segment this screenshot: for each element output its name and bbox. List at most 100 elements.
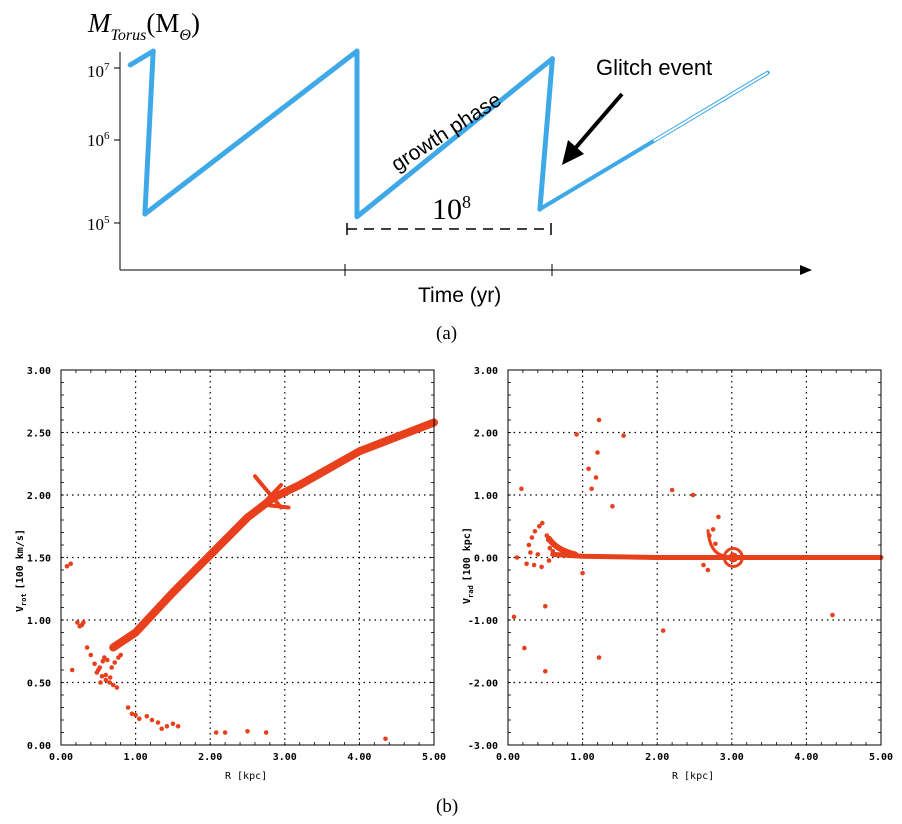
scatter-point [580, 570, 585, 576]
scatter-point [535, 552, 541, 557]
scatter-point [528, 550, 533, 555]
scatter-point [97, 665, 103, 670]
panel-b-vrad-frame [507, 369, 882, 746]
y-tick-label: 1.00 [474, 491, 498, 502]
panel-a-ytick-label-7: 107 [87, 61, 110, 81]
scatter-point [107, 675, 113, 680]
scatter-point [660, 628, 666, 633]
scatter-point [137, 716, 142, 722]
x-tick-label: 4.00 [347, 752, 371, 763]
x-tick-label: 3.00 [273, 752, 297, 763]
y-tick-label: 1.00 [27, 616, 51, 627]
scatter-point [105, 657, 110, 663]
scatter-point [716, 514, 721, 520]
torus-mass-segment [127, 48, 156, 68]
scatter-point [118, 652, 123, 658]
scatter-point [69, 667, 75, 673]
inner-cluster [546, 535, 579, 558]
x-tick-label: 0.00 [496, 752, 520, 763]
panel-a-x-axis-title: Time (yr) [418, 284, 501, 307]
panel-b-vrot-frame [60, 369, 435, 746]
scatter-point [669, 487, 675, 493]
scatter-point [94, 670, 100, 675]
dense-point-branch [109, 418, 438, 652]
panel-a-x-axis-arrow [800, 265, 812, 275]
x-tick-label: 1.00 [124, 752, 148, 763]
scatter-point [129, 711, 135, 717]
scatter-point [103, 672, 109, 678]
scatter-point [532, 529, 538, 534]
panel-a-y-axis-title: MTorus(MΘ) [87, 8, 200, 44]
scatter-point [586, 466, 591, 472]
x-tick-label: 2.00 [645, 752, 669, 763]
torus-mass-segment [537, 56, 555, 212]
scatter-point [595, 450, 600, 455]
panel-b-vrad-points [511, 417, 884, 674]
scatter-point [110, 682, 116, 688]
panel-b-vrot-tick-labels: 0.00 1.00 2.00 3.00 4.00 5.00 0.00 0.50 1.00 1.50… [27, 366, 446, 763]
scatter-point [543, 604, 548, 609]
scatter-point [79, 622, 85, 628]
panel-a-ytick-label-5: 105 [87, 214, 110, 234]
scatter-point [245, 729, 250, 734]
torus-mass-segment [142, 48, 156, 217]
x-tick-label: 3.00 [720, 752, 744, 763]
y-tick-label: -2.00 [468, 679, 498, 690]
crossing-feature [252, 474, 284, 510]
scatter-point [383, 736, 388, 742]
scatter-point [540, 520, 545, 526]
scatter-point [621, 433, 626, 438]
x-tick-label: 2.00 [198, 752, 222, 763]
scatter-point [526, 542, 532, 548]
scatter-point [75, 620, 80, 625]
scatter-point [519, 486, 524, 492]
scatter-point [155, 720, 161, 725]
panel-b-vrot-y-axis-title: Vrot[100 km/s] [15, 529, 28, 612]
scatter-point [170, 721, 176, 727]
panel-a-torus-mass-series [127, 48, 770, 220]
crossing-feature [252, 483, 284, 515]
scatter-point [222, 730, 228, 735]
panel-b-vrad-chart: 0.00 1.00 2.00 3.00 4.00 5.00 -3.00 -2.00 -1.00 0… [462, 366, 893, 782]
scatter-point [550, 549, 556, 554]
scatter-point [103, 677, 109, 683]
ring-feature-core [728, 552, 739, 563]
panel-b-vrad-x-axis-title: R [kpc] [672, 771, 714, 782]
scatter-point [546, 558, 552, 563]
scatter-point [593, 475, 599, 480]
y-tick-label: 3.00 [27, 366, 51, 377]
scatter-point [107, 680, 112, 685]
dense-point-branch [550, 551, 884, 560]
y-tick-label: 0.00 [474, 554, 498, 565]
scatter-point [529, 535, 535, 540]
scatter-point [701, 562, 706, 568]
panel-a-ytick-label-6: 106 [87, 130, 110, 150]
x-tick-label: 5.00 [422, 752, 446, 763]
y-tick-label: -1.00 [468, 616, 498, 627]
panel-b-vrad-y-axis-title: Vrad[100 kpc] [462, 527, 475, 604]
y-tick-label: 2.00 [474, 429, 498, 440]
scatter-point [68, 561, 73, 567]
scatter-point [100, 659, 106, 664]
panel-a-glitch-arrowhead [562, 140, 584, 165]
scatter-point [574, 432, 579, 437]
y-tick-label: 0.50 [27, 679, 51, 690]
panel-a-glitch-event-label: Glitch event [596, 55, 712, 80]
panel-a-glitch-arrow [570, 92, 624, 154]
scatter-point [547, 545, 553, 551]
panel-b-vrot-x-axis-title: R [kpc] [225, 771, 267, 782]
x-tick-label: 0.00 [49, 752, 73, 763]
scatter-point [610, 504, 615, 509]
scatter-point [99, 674, 105, 679]
scatter-point [539, 564, 544, 570]
scatter-point [713, 541, 718, 547]
scatter-point [92, 661, 97, 667]
scatter-point [114, 685, 120, 690]
scatter-point [531, 562, 537, 568]
scatter-point [690, 492, 696, 498]
scatter-point [84, 645, 90, 650]
scatter-point [511, 614, 517, 620]
crossing-feature [264, 503, 291, 510]
hook-feature [706, 529, 727, 558]
